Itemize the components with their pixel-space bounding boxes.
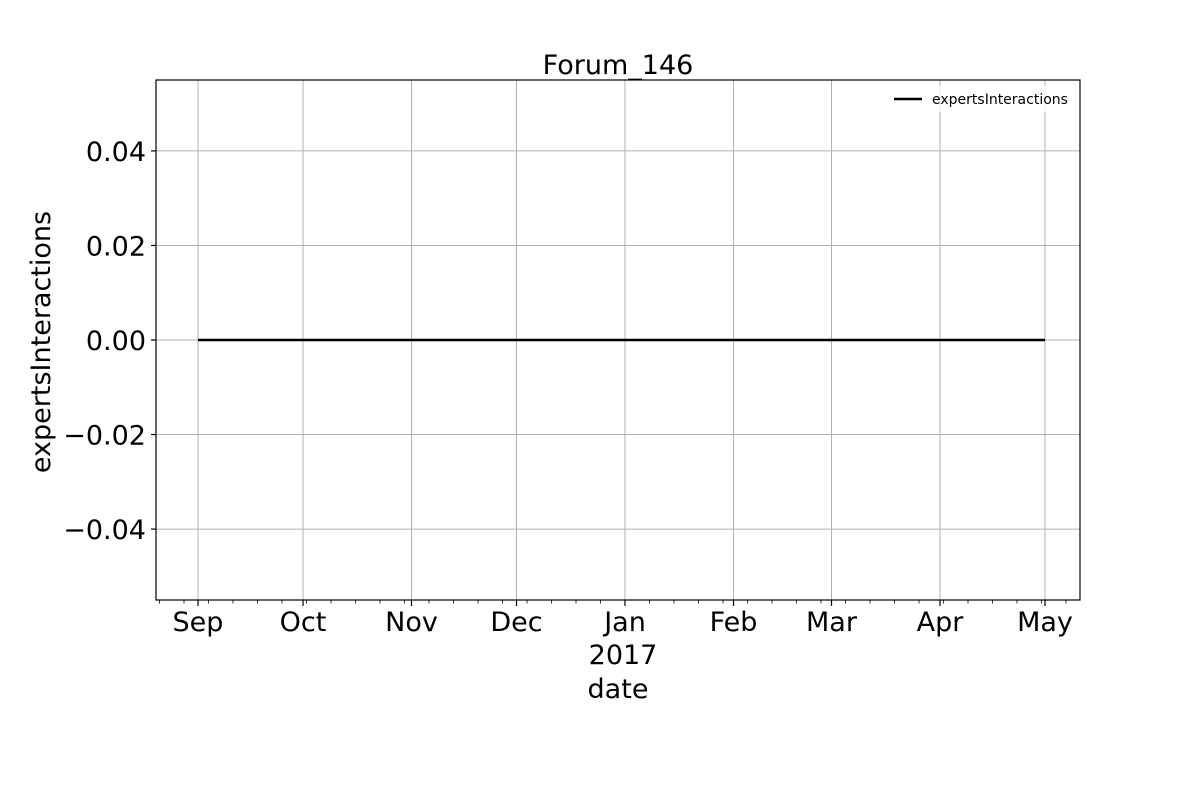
legend: expertsInteractions [884, 86, 1074, 112]
chart-title: Forum_146 [543, 50, 694, 81]
x-tick-label: Oct [280, 607, 327, 638]
x-tick-label: Dec [490, 607, 542, 638]
x-tick-label: Feb [710, 607, 758, 638]
y-axis-ticks: −0.04 −0.02 0.00 0.02 0.04 [63, 137, 156, 546]
x-tick-label: Mar [806, 607, 858, 638]
x-tick-label: May [1017, 607, 1073, 638]
x-axis-ticks: Sep Oct Nov Dec Jan Feb Mar Apr May [159, 600, 1073, 638]
y-axis-label: expertsInteractions [26, 211, 57, 473]
x-tick-label: Sep [173, 607, 224, 638]
y-tick-label: 0.04 [86, 137, 146, 168]
x-tick-label: Apr [917, 607, 965, 638]
y-tick-label: 0.00 [86, 326, 146, 357]
y-tick-label: −0.04 [63, 515, 146, 546]
x-year-label: 2017 [589, 640, 658, 671]
x-axis-label: date [588, 674, 649, 705]
x-tick-label: Nov [385, 607, 438, 638]
legend-label: expertsInteractions [932, 92, 1068, 108]
y-tick-label: 0.02 [86, 231, 146, 262]
x-tick-label: Jan [602, 607, 646, 638]
y-tick-label: −0.02 [63, 421, 146, 452]
